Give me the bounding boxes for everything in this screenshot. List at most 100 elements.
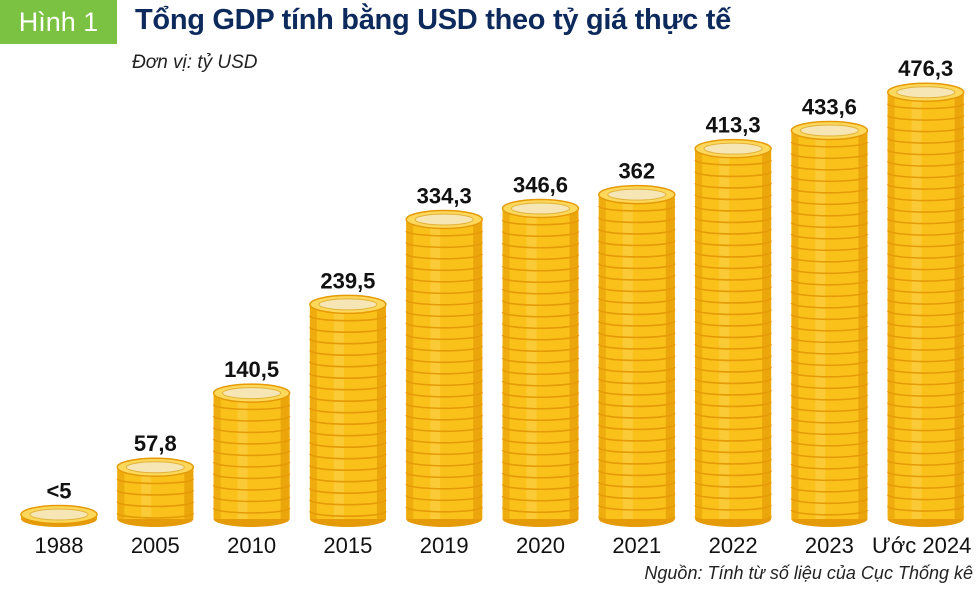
- coin-line: [886, 206, 965, 213]
- coin-line: [212, 461, 291, 468]
- coin-line: [212, 415, 291, 422]
- stack-face: [406, 219, 483, 519]
- coin-line: [886, 344, 965, 351]
- coin-stack-2020: [501, 198, 580, 527]
- coin-line: [212, 450, 291, 457]
- category-label: 2010: [227, 533, 276, 558]
- coin-line: [598, 504, 676, 511]
- coin-line: [212, 496, 291, 503]
- coin-line: [790, 429, 869, 436]
- coin-line: [598, 435, 676, 442]
- category-label: 2020: [516, 533, 565, 558]
- coin-line: [790, 302, 869, 309]
- coin-line: [309, 327, 387, 334]
- coin-line: [116, 501, 195, 508]
- coin-line: [309, 384, 387, 391]
- top-coin-inner: [222, 387, 282, 400]
- coin-line: [501, 346, 580, 353]
- coin-line: [309, 350, 387, 357]
- coin-line: [598, 401, 676, 408]
- coin-line: [405, 288, 483, 295]
- coin-line: [886, 494, 965, 501]
- coin-line: [405, 242, 483, 249]
- coin-line: [598, 447, 676, 454]
- top-coin-inner: [511, 202, 570, 215]
- value-label: 140,5: [224, 357, 279, 382]
- coin-line: [405, 449, 483, 456]
- coin-line: [886, 195, 965, 202]
- stack-shade-right: [473, 219, 483, 519]
- stack-shade-right: [376, 304, 386, 519]
- coin-line: [598, 320, 676, 327]
- coin-line: [790, 245, 869, 252]
- stack-face: [502, 208, 579, 519]
- coin-line: [694, 228, 772, 235]
- coin-line: [405, 414, 483, 421]
- coin-line: [405, 472, 483, 479]
- coin-line: [405, 483, 483, 490]
- top-coin-inner: [414, 213, 474, 226]
- coin-line: [790, 348, 869, 355]
- coin-line: [309, 315, 387, 322]
- category-label: 2005: [131, 533, 180, 558]
- category-label: 2022: [709, 533, 758, 558]
- coin-line: [501, 369, 580, 376]
- stack-shade-left: [598, 194, 606, 519]
- top-coin-inner: [29, 508, 89, 521]
- coin-line: [405, 437, 483, 444]
- coin-line: [790, 360, 869, 367]
- coin-line: [309, 465, 387, 472]
- coin-stack-2010: [212, 383, 291, 527]
- coin-line: [886, 471, 965, 478]
- top-coin-inner: [607, 188, 667, 201]
- coin-line: [886, 505, 965, 512]
- coin-line: [598, 286, 676, 293]
- value-label: 57,8: [134, 431, 177, 456]
- stack-shade-left: [213, 393, 221, 519]
- coin-line: [405, 299, 483, 306]
- coin-line: [694, 159, 772, 166]
- coin-line: [598, 355, 676, 362]
- coin-line: [694, 251, 772, 258]
- category-label: 2023: [805, 533, 854, 558]
- coin-line: [501, 300, 580, 307]
- coin-line: [598, 516, 676, 523]
- coin-line: [598, 297, 676, 304]
- stack-shade-right: [954, 92, 964, 519]
- coin-line: [694, 424, 772, 431]
- coin-line: [886, 448, 965, 455]
- coin-stack-1988: [20, 504, 98, 527]
- coin-line: [886, 379, 965, 386]
- coin-line: [212, 404, 291, 411]
- stack-highlight: [911, 92, 922, 519]
- value-label: 476,3: [898, 56, 953, 81]
- coin-line: [694, 205, 772, 212]
- stack-shade-left: [117, 467, 125, 519]
- coin-line: [886, 218, 965, 225]
- coin-line: [501, 461, 580, 468]
- coin-line: [501, 484, 580, 491]
- coin-line: [212, 438, 291, 445]
- coin-line: [694, 389, 772, 396]
- coin-line: [790, 452, 869, 459]
- coin-line: [309, 499, 387, 506]
- category-label: 2021: [612, 533, 661, 558]
- coin-stack-ước-2024: [886, 82, 965, 527]
- coin-line: [790, 463, 869, 470]
- coin-line: [886, 356, 965, 363]
- coin-line: [790, 141, 869, 148]
- coin-line: [886, 137, 965, 144]
- coin-line: [694, 412, 772, 419]
- coin-line: [309, 453, 387, 460]
- coin-line: [598, 389, 676, 396]
- coin-line: [116, 478, 195, 485]
- unit-label: Đơn vị: tỷ USD: [132, 52, 258, 73]
- coin-line: [309, 338, 387, 345]
- coin-line: [694, 182, 772, 189]
- coin-line: [694, 332, 772, 339]
- stack-shade-left: [406, 219, 414, 519]
- coin-line: [501, 311, 580, 318]
- stack-highlight: [141, 467, 152, 519]
- coin-line: [212, 473, 291, 480]
